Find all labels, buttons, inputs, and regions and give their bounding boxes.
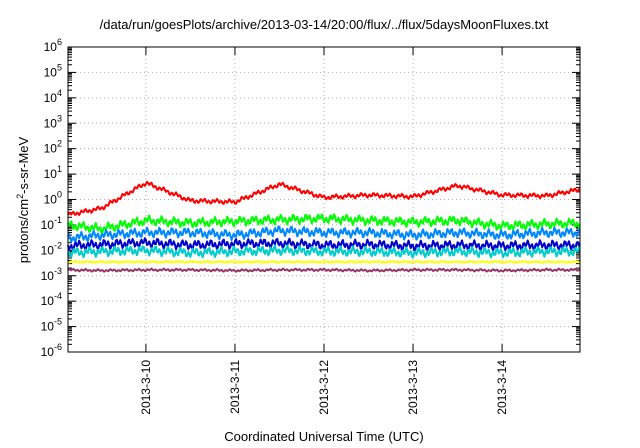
y-tick-base: 10 [41, 218, 55, 232]
y-tick-exponent: -4 [54, 291, 62, 301]
y-tick-exponent: 4 [57, 88, 62, 98]
x-tick-label: 2013-3-12 [317, 360, 331, 415]
y-tick-exponent: 3 [57, 113, 62, 123]
y-tick-exponent: -1 [54, 215, 62, 225]
y-tick-base: 10 [44, 116, 58, 130]
y-tick-base: 10 [41, 294, 55, 308]
series-line-2 [67, 213, 581, 234]
y-tick-labels: 10610510410310210110010-110-210-310-410-… [41, 37, 62, 359]
y-tick-label: 106 [44, 37, 62, 54]
y-tick-label: 103 [44, 113, 62, 130]
chart-title: /data/run/goesPlots/archive/2013-03-14/2… [99, 17, 549, 32]
y-tick-exponent: 2 [57, 139, 62, 149]
y-tick-exponent: 0 [57, 190, 62, 200]
y-tick-label: 10-6 [41, 342, 62, 359]
y-tick-exponent: -6 [54, 342, 62, 352]
series-line-1 [67, 180, 581, 216]
y-tick-base: 10 [44, 91, 58, 105]
x-tick-label: 2013-3-13 [406, 360, 420, 415]
y-tick-exponent: -5 [54, 317, 62, 327]
y-tick-exponent: 6 [57, 37, 62, 47]
y-tick-base: 10 [44, 40, 58, 54]
y-tick-label: 10-1 [41, 215, 62, 232]
x-tick-label: 2013-3-10 [139, 360, 153, 415]
y-tick-exponent: 1 [57, 164, 62, 174]
y-tick-label: 100 [44, 190, 62, 207]
series-line-6 [67, 260, 580, 264]
y-tick-label: 10-3 [41, 266, 62, 283]
plot-frame [67, 46, 581, 353]
y-tick-base: 10 [41, 320, 55, 334]
y-tick-base: 10 [41, 345, 55, 359]
x-tick-label: 2013-3-11 [228, 360, 242, 414]
x-axis-title: Coordinated Universal Time (UTC) [224, 429, 424, 444]
grid [68, 46, 580, 353]
y-tick-label: 10-4 [41, 291, 62, 308]
y-tick-label: 105 [44, 62, 62, 79]
x-tick-label: 2013-3-14 [495, 360, 509, 415]
y-tick-base: 10 [44, 167, 58, 181]
y-tick-exponent: -3 [54, 266, 62, 276]
y-axis-title: protons/cm2-s-sr-MeV [14, 136, 32, 264]
y-tick-base: 10 [41, 269, 55, 283]
y-tick-label: 10-2 [41, 240, 62, 257]
y-tick-base: 10 [41, 243, 55, 257]
y-tick-exponent: -2 [54, 240, 62, 250]
y-tick-base: 10 [44, 142, 58, 156]
y-tick-base: 10 [44, 65, 58, 79]
series-line-3 [67, 225, 581, 243]
y-tick-exponent: 5 [57, 62, 62, 72]
series-group [67, 180, 581, 273]
series-line-5 [67, 244, 581, 259]
y-tick-base: 10 [44, 193, 58, 207]
y-tick-label: 102 [44, 139, 62, 156]
y-tick-label: 101 [44, 164, 62, 181]
x-tick-labels: 2013-3-10 2013-3-11 2013-3-12 2013-3-13 2013… [139, 360, 509, 415]
y-tick-label: 10-5 [41, 317, 62, 334]
y-tick-label: 104 [44, 88, 62, 105]
series-line-7 [67, 267, 581, 273]
